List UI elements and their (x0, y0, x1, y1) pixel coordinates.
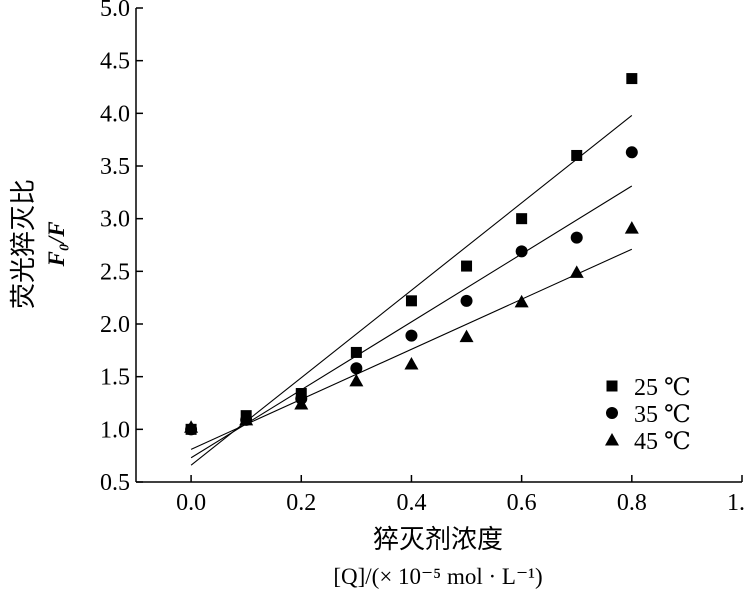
data-point-square (626, 73, 638, 85)
data-point-square (350, 346, 362, 358)
fit-line-square (190, 115, 633, 466)
data-point-square (571, 149, 583, 161)
data-point-circle (515, 245, 528, 258)
legend-marker-square (606, 380, 618, 392)
legend-marker-triangle (605, 433, 619, 446)
data-point-circle (460, 294, 473, 307)
y-tick-label: 3.5 (100, 154, 130, 180)
legend: 25 ℃35 ℃45 ℃ (605, 375, 691, 455)
fit-lines (190, 115, 633, 466)
legend-marker-circle (606, 407, 618, 419)
x-tick-label: 0.8 (617, 490, 647, 516)
data-point-circle (625, 146, 638, 159)
data-points (184, 73, 639, 436)
x-tick-label: 0.2 (286, 490, 316, 516)
data-point-circle (405, 329, 418, 342)
legend-label: 25 ℃ (634, 375, 691, 401)
data-point-triangle (184, 420, 199, 433)
x-axis-label: 猝灭剂浓度 (373, 525, 503, 555)
y-tick-label: 2.0 (100, 312, 130, 338)
data-point-circle (350, 362, 363, 375)
y-tick-label: 2.5 (100, 259, 130, 285)
data-point-triangle (514, 294, 529, 308)
y-tick-label: 3.0 (100, 207, 130, 233)
fit-line-circle (190, 185, 633, 459)
legend-label: 45 ℃ (634, 429, 691, 455)
y-tick-label: 4.5 (100, 49, 130, 75)
fit-line-triangle (190, 248, 633, 450)
data-point-triangle (239, 412, 254, 426)
data-point-circle (570, 231, 583, 244)
legend-label: 35 ℃ (634, 402, 691, 428)
data-point-triangle (404, 357, 419, 370)
y-tick-label: 5.0 (100, 0, 130, 22)
y-tick-label: 1.0 (100, 417, 130, 443)
y-tick-label: 1.5 (100, 365, 130, 391)
y-tick-label: 0.5 (100, 470, 130, 496)
x-tick-label: 1.0 (727, 490, 744, 516)
axes: 0.5 1.0 1.5 2.0 2.5 3.0 3.5 4.0 4.5 5.0 0.0 0.2 0.4 0… (100, 0, 744, 516)
x-tick-label: 0.0 (176, 490, 206, 516)
x-tick-label: 0.4 (396, 490, 426, 516)
data-point-triangle (459, 329, 474, 343)
x-tick-label: 0.6 (507, 490, 537, 516)
y-axis-unit-label: F₀/F (44, 221, 69, 267)
data-point-square (516, 213, 528, 225)
data-point-triangle (294, 397, 309, 410)
data-point-square (461, 260, 473, 272)
data-point-square (405, 295, 417, 307)
y-tick-label: 4.0 (100, 101, 130, 127)
data-point-triangle (349, 373, 364, 387)
data-point-triangle (569, 265, 584, 278)
y-axis-label: 荧光猝灭比 (9, 179, 39, 309)
data-point-triangle (624, 221, 639, 234)
x-axis-unit-label: [Q]/(× 10⁻⁵ mol · L⁻¹) (333, 564, 542, 589)
